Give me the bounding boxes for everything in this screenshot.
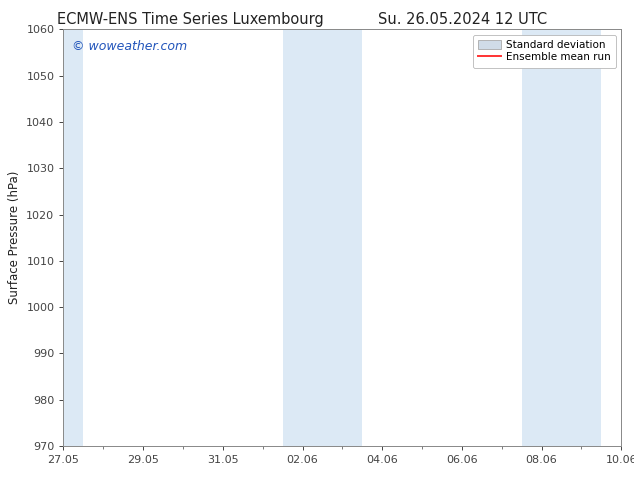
Bar [60, 29, 83, 446]
Text: Su. 26.05.2024 12 UTC: Su. 26.05.2024 12 UTC [378, 12, 547, 27]
Y-axis label: Surface Pressure (hPa): Surface Pressure (hPa) [8, 171, 21, 304]
Text: © woweather.com: © woweather.com [72, 40, 187, 53]
Legend: Standard deviation, Ensemble mean run: Standard deviation, Ensemble mean run [473, 35, 616, 68]
Text: ECMW-ENS Time Series Luxembourg: ECMW-ENS Time Series Luxembourg [57, 12, 323, 27]
Bar [522, 29, 602, 446]
Bar [283, 29, 362, 446]
